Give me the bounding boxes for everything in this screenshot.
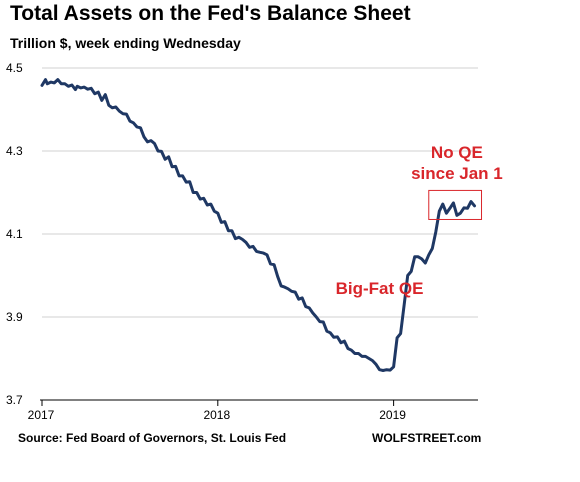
source-note: Source: Fed Board of Governors, St. Loui… xyxy=(18,431,287,445)
x-tick-label: 2017 xyxy=(28,408,55,422)
annotation-label: Big-Fat QE xyxy=(336,279,424,298)
highlight-box xyxy=(428,189,483,220)
annotation-label: since Jan 1 xyxy=(411,164,503,183)
x-tick-label: 2019 xyxy=(379,408,406,422)
x-tick-label: 2018 xyxy=(203,408,230,422)
series-line xyxy=(40,78,476,372)
y-tick-label: 3.7 xyxy=(6,393,23,407)
y-tick-label: 4.3 xyxy=(6,144,23,158)
y-tick-label: 4.1 xyxy=(6,227,23,241)
y-tick-label: 3.9 xyxy=(6,310,23,324)
annotation-label: No QE xyxy=(431,143,483,162)
brand-label: WOLFSTREET.com xyxy=(372,431,482,445)
chart-title: Total Assets on the Fed's Balance Sheet xyxy=(10,2,411,25)
y-tick-label: 4.5 xyxy=(6,61,23,75)
chart-subtitle: Trillion $, week ending Wednesday xyxy=(10,35,241,51)
